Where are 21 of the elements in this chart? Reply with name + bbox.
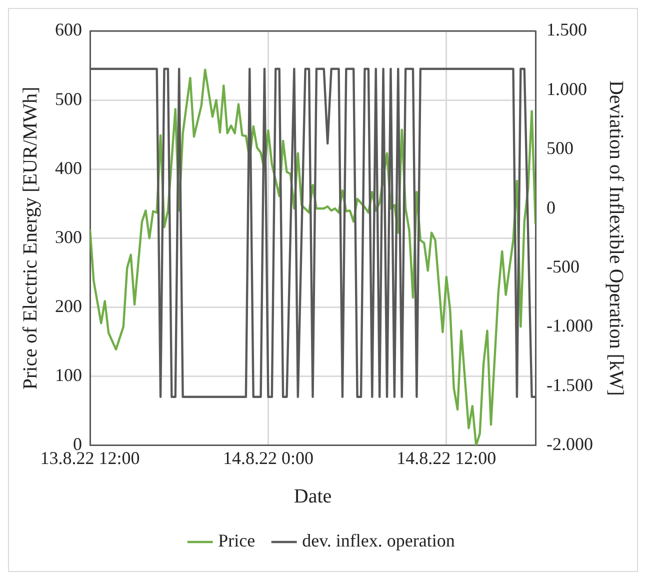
y2-tick-label: -1.500 [546,374,594,395]
y-tick-label: 400 [55,158,82,178]
y2-axis-title: Deviation of Inflexible Operation [kW] [604,80,627,396]
y-tick-label: 500 [55,88,82,109]
y2-tick-label: -500 [546,256,580,277]
y2-tick-label: 1.500 [546,20,588,40]
y-tick-label: 100 [55,365,82,386]
y-tick-label: 200 [55,296,82,316]
y2-tick-label: -2.000 [546,434,594,454]
x-tick-label: 14.8.22 12:00 [396,448,496,468]
x-tick-label: 14.8.22 0:00 [222,448,314,468]
x-axis-title: Date [294,485,332,508]
y-tick-label: 600 [55,20,82,40]
y2-tick-label: 1.000 [546,78,588,99]
y2-tick-label: 500 [546,138,574,158]
y2-tick-label: -1.000 [546,316,594,336]
y2-tick-label: 0 [546,197,556,218]
legend-label: Price [218,530,256,551]
y-axis-title: Price of Electric Energy [EUR/MWh] [19,86,42,390]
y-tick-label: 300 [55,226,82,247]
legend-label: dev. inflex. operation [302,530,455,551]
